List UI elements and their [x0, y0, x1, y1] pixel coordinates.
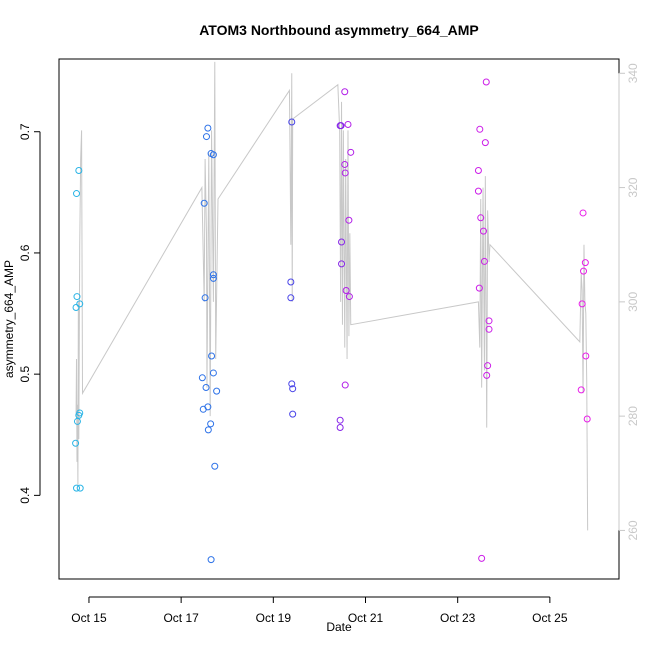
data-point — [577, 386, 585, 394]
data-point — [73, 293, 81, 301]
data-point — [341, 381, 349, 389]
data-point — [72, 303, 80, 311]
data-point — [76, 484, 84, 492]
y-tick-label: 0.7 — [18, 123, 32, 140]
plot-frame — [58, 58, 620, 580]
data-point — [207, 556, 215, 564]
data-point — [338, 238, 346, 246]
x-tick-label: Oct 23 — [440, 611, 476, 625]
data-point — [579, 209, 587, 217]
data-point — [341, 160, 349, 168]
data-point — [338, 260, 346, 268]
data-point — [75, 167, 83, 175]
data-point — [73, 190, 81, 198]
data-point — [211, 462, 219, 470]
data-point — [345, 293, 353, 301]
data-point — [341, 88, 349, 96]
data-point — [202, 133, 210, 141]
data-point — [204, 426, 212, 434]
x-tick-label: Oct 15 — [71, 611, 107, 625]
data-point — [345, 216, 353, 224]
data-point — [582, 352, 590, 360]
gray-series-line — [75, 61, 589, 531]
data-point — [200, 199, 208, 207]
data-point — [484, 362, 492, 370]
data-point — [288, 380, 296, 388]
data-point — [478, 554, 486, 562]
data-point — [479, 227, 487, 235]
y2-tick-label: 300 — [626, 292, 640, 312]
data-point — [287, 278, 295, 286]
data-point — [208, 352, 216, 360]
y-tick-label: 0.5 — [18, 365, 32, 382]
data-point — [481, 139, 489, 147]
data-point — [209, 271, 217, 279]
data-point — [209, 369, 217, 377]
data-points — [72, 78, 591, 564]
data-point — [287, 294, 295, 302]
data-point — [202, 383, 210, 391]
data-point — [73, 484, 81, 492]
data-point — [76, 300, 84, 308]
x-tick-label: Oct 21 — [348, 611, 384, 625]
data-point — [289, 410, 297, 418]
data-point — [485, 325, 493, 333]
data-point — [336, 423, 344, 431]
x-tick-label: Oct 17 — [163, 611, 199, 625]
data-point — [209, 151, 217, 159]
data-point — [198, 374, 206, 382]
data-point — [289, 385, 297, 393]
data-point — [201, 294, 209, 302]
data-point — [209, 274, 217, 282]
x-axis-label: Date — [326, 620, 352, 634]
data-point — [204, 124, 212, 132]
y2-tick-label: 320 — [626, 177, 640, 197]
data-point — [475, 284, 483, 292]
data-point — [72, 439, 80, 447]
data-point — [485, 317, 493, 325]
y2-tick-label: 280 — [626, 406, 640, 426]
data-point — [73, 417, 81, 425]
y-axis-label: asymmetry_664_AMP — [2, 260, 16, 378]
data-point — [476, 125, 484, 133]
gray-line-series — [75, 61, 589, 531]
y2-tick-label: 340 — [626, 63, 640, 83]
x-tick-label: Oct 25 — [532, 611, 568, 625]
data-point — [474, 187, 482, 195]
y2-tick-label: 260 — [626, 520, 640, 540]
data-point — [344, 120, 352, 128]
data-point — [207, 420, 215, 428]
data-point — [581, 259, 589, 267]
data-point — [483, 371, 491, 379]
data-point — [347, 148, 355, 156]
data-point — [474, 167, 482, 175]
data-point — [482, 78, 490, 86]
chart-title: ATOM3 Northbound asymmetry_664_AMP — [199, 22, 479, 38]
data-point — [578, 300, 586, 308]
axes: Oct 15 Oct 17 Oct 19 Oct 21 Oct 23 Oct 25 0.4 0… — [18, 63, 640, 625]
x-tick-label: Oct 19 — [256, 611, 292, 625]
data-point — [337, 122, 345, 130]
data-point — [480, 257, 488, 265]
data-point — [213, 387, 221, 395]
y-tick-label: 0.4 — [18, 487, 32, 504]
y-tick-label: 0.6 — [18, 244, 32, 261]
data-point — [580, 267, 588, 275]
data-point — [336, 416, 344, 424]
data-point — [583, 415, 591, 423]
data-point — [477, 214, 485, 222]
data-point — [288, 118, 296, 126]
data-point — [199, 405, 207, 413]
data-point — [341, 169, 349, 177]
data-point — [342, 287, 350, 295]
